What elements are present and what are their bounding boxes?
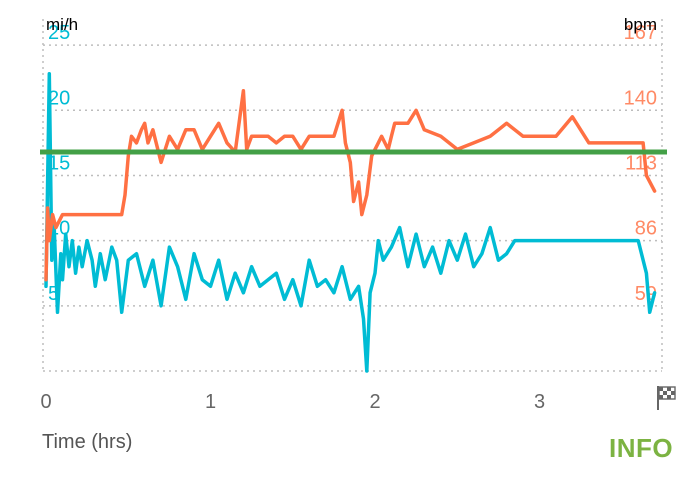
x-axis: 0 1 2 3 [40,391,545,413]
x-axis-label: Time (hrs) [42,431,132,453]
right-tick-label: 167 [624,22,657,44]
left-tick-label: 5 [48,283,59,305]
series-line-1 [44,72,657,373]
right-tick-label: 86 [635,218,657,240]
right-tick-label: 140 [624,87,657,109]
info-button[interactable]: INFO [609,433,674,463]
series-lines [44,72,657,373]
x-tick-label: 0 [40,391,51,413]
grid-lines [42,19,663,372]
left-tick-label: 25 [48,22,70,44]
x-tick-label: 1 [205,391,216,413]
right-tick-label: 113 [625,152,657,174]
right-axis-unit: bpm [624,15,657,34]
x-tick-label: 3 [534,391,545,413]
left-tick-label: 20 [48,87,70,109]
finish-flag-icon [657,386,676,410]
left-axis-unit: mi/h [46,15,78,34]
x-tick-label: 2 [369,391,380,413]
left-tick-label: 15 [48,152,70,174]
series-line-2 [44,88,657,282]
